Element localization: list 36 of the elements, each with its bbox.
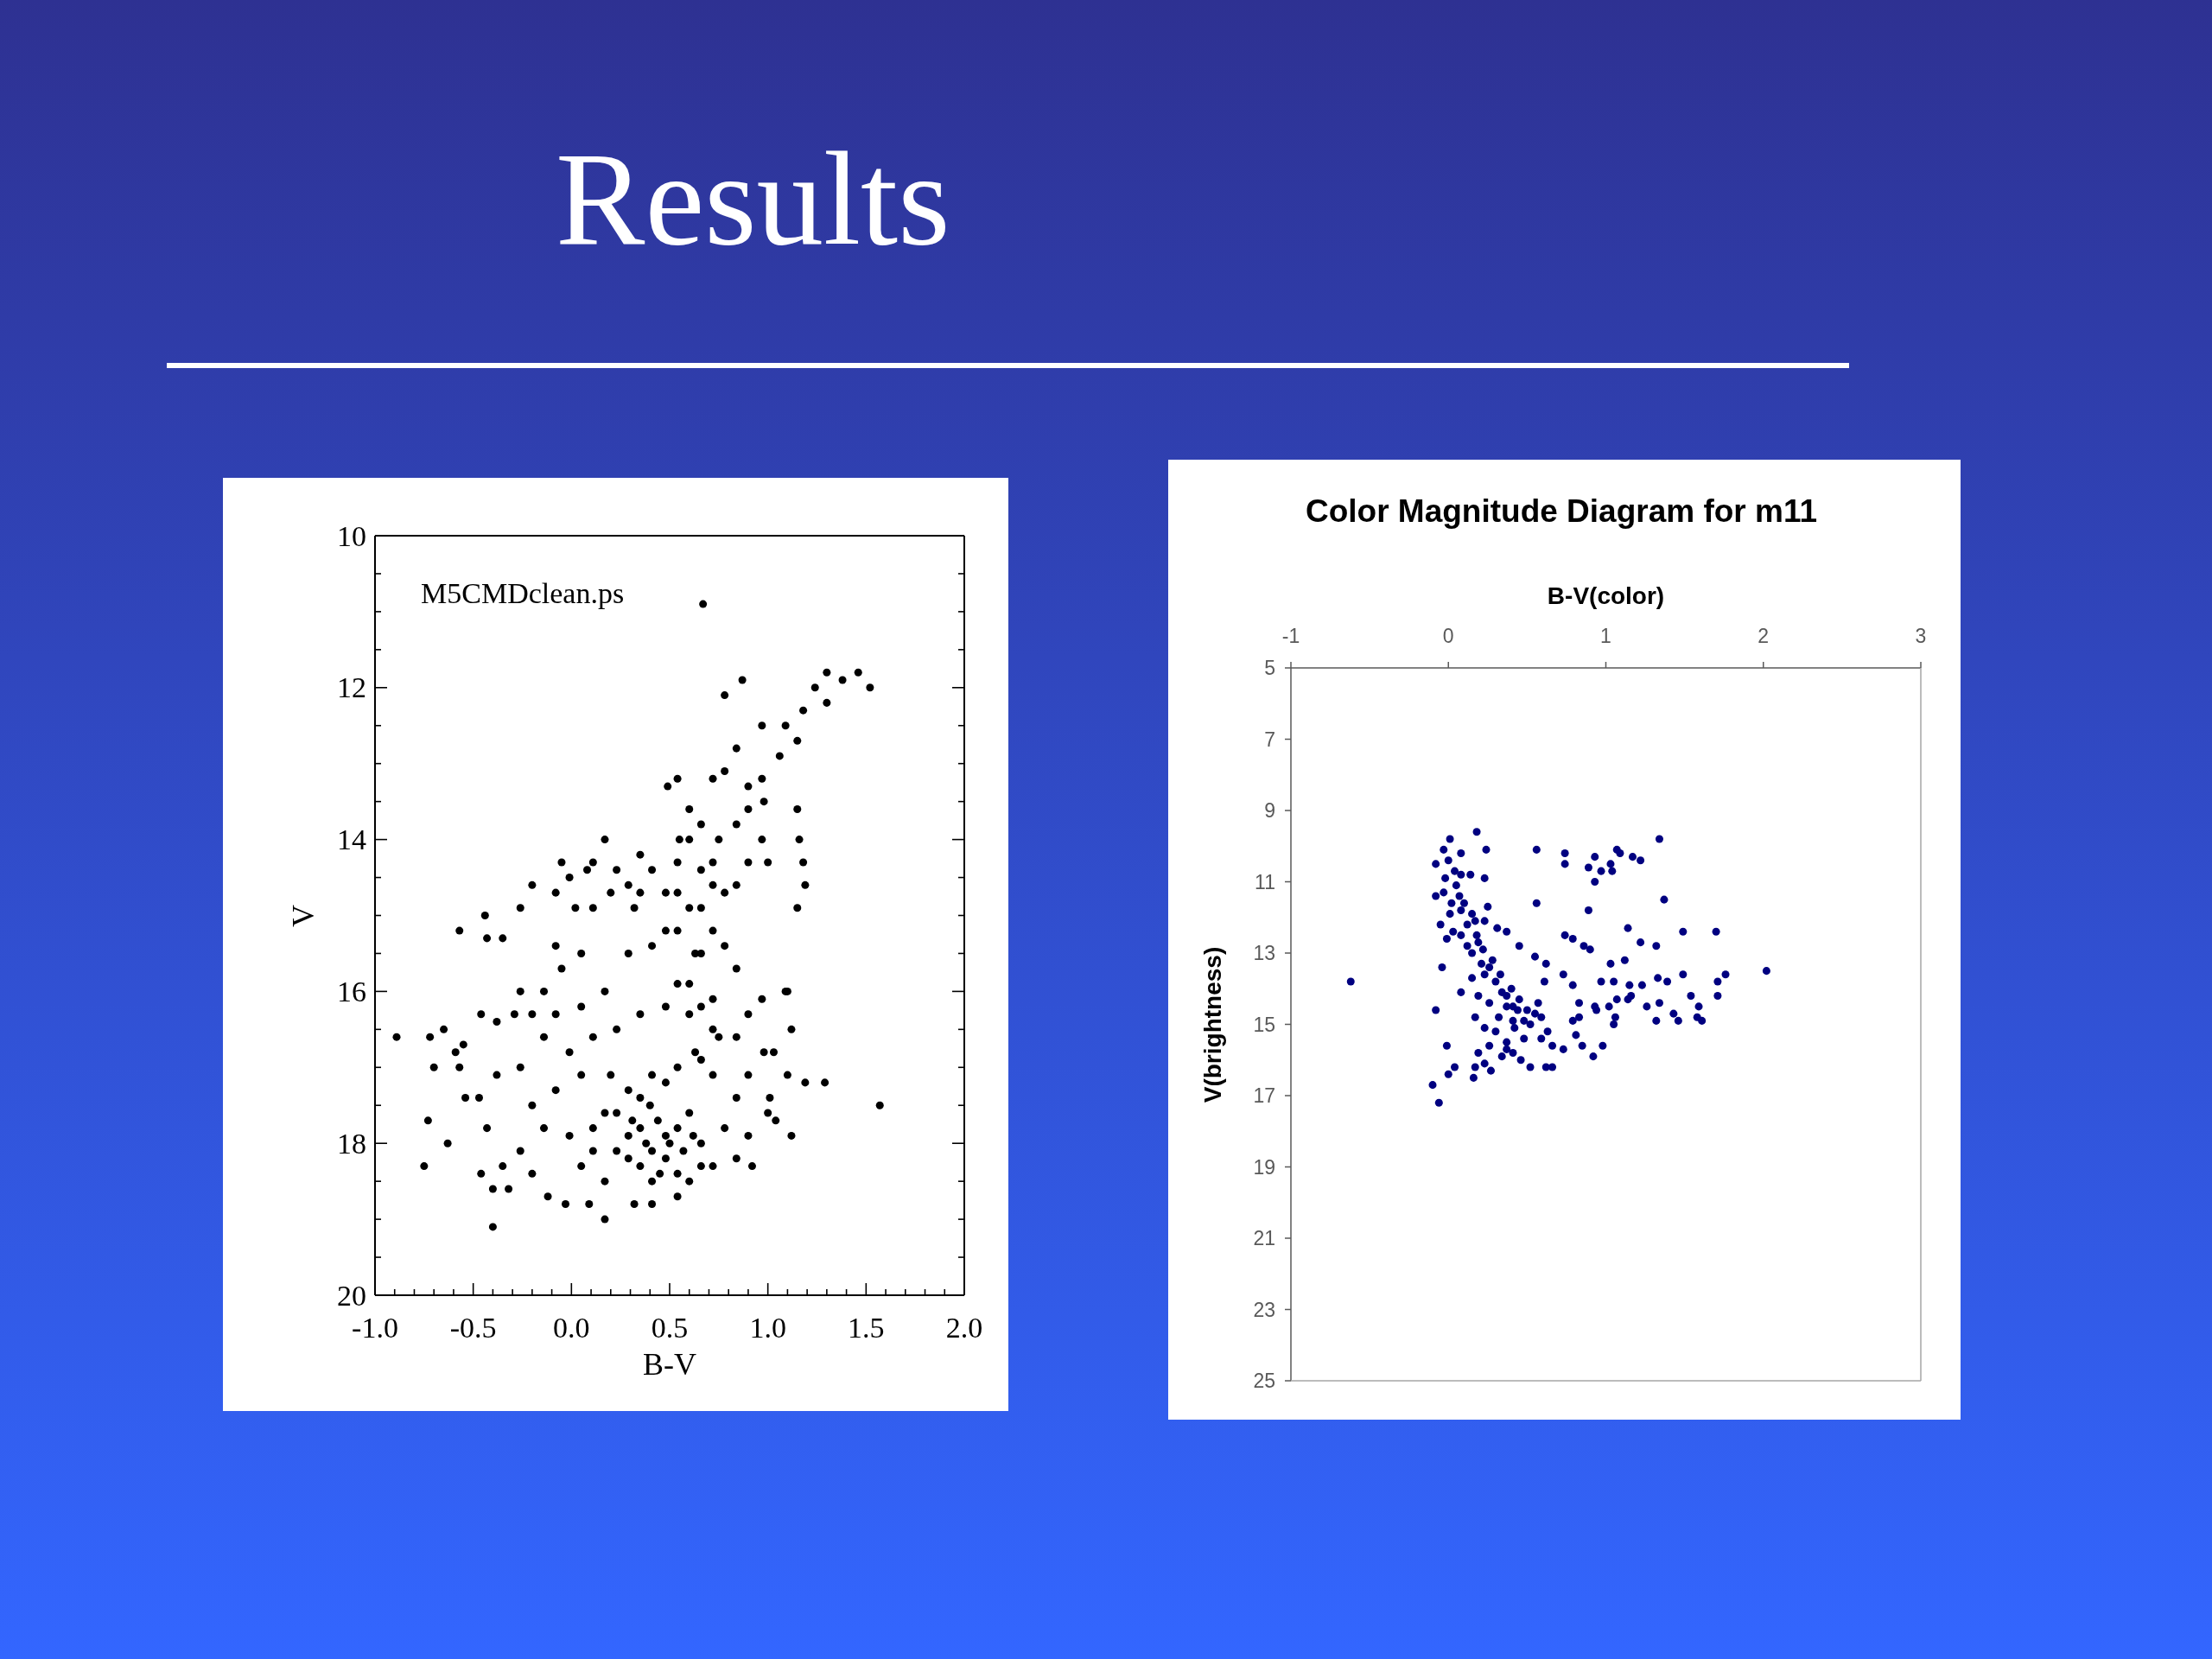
chart-title: Color Magnitude Diagram for m11 [1305,493,1818,529]
x-tick-label: 1.0 [749,1311,786,1344]
y-tick-label: 10 [337,519,366,552]
annotation: M5CMDclean.ps [421,577,625,609]
x-tick-label: 2.0 [945,1311,983,1344]
x-tick-label: 0.0 [553,1311,590,1344]
y-tick-label: 18 [337,1127,366,1160]
y-tick-label: 20 [337,1279,366,1312]
x-tick-label: 3 [1915,625,1927,647]
y-tick-label: 5 [1264,657,1275,679]
x-tick-label: 1.5 [848,1311,885,1344]
y-tick-label: 14 [337,823,366,856]
y-tick-label: 16 [337,975,366,1007]
y-tick-label: 7 [1264,728,1275,751]
y-tick-label: 12 [337,671,366,704]
y-tick-label: 9 [1264,799,1275,822]
x-tick-label: 0 [1442,625,1454,647]
y-tick-label: 11 [1255,870,1275,893]
y-tick-label: 23 [1253,1298,1275,1321]
text: Results [556,124,950,273]
y-tick-label: 15 [1253,1013,1275,1036]
x-axis-title: B-V [643,1347,696,1382]
x-tick-label: -1.0 [352,1311,398,1344]
y-tick-label: 21 [1253,1227,1275,1249]
x-tick-label: 2 [1758,625,1770,647]
y-tick-label: 19 [1253,1155,1275,1179]
y-tick-label: 25 [1253,1370,1275,1392]
x-tick-label: -0.5 [449,1311,497,1344]
x-tick-label: 1 [1600,625,1611,647]
x-tick-label: -1 [1281,625,1300,647]
x-tick-label: 0.5 [651,1311,689,1344]
y-axis-title: V(brightness) [1199,946,1226,1103]
x-axis-title: B-V(color) [1547,582,1665,609]
y-tick-label: 13 [1253,942,1275,964]
y-axis-title: V [286,904,321,927]
y-tick-label: 17 [1253,1084,1275,1107]
